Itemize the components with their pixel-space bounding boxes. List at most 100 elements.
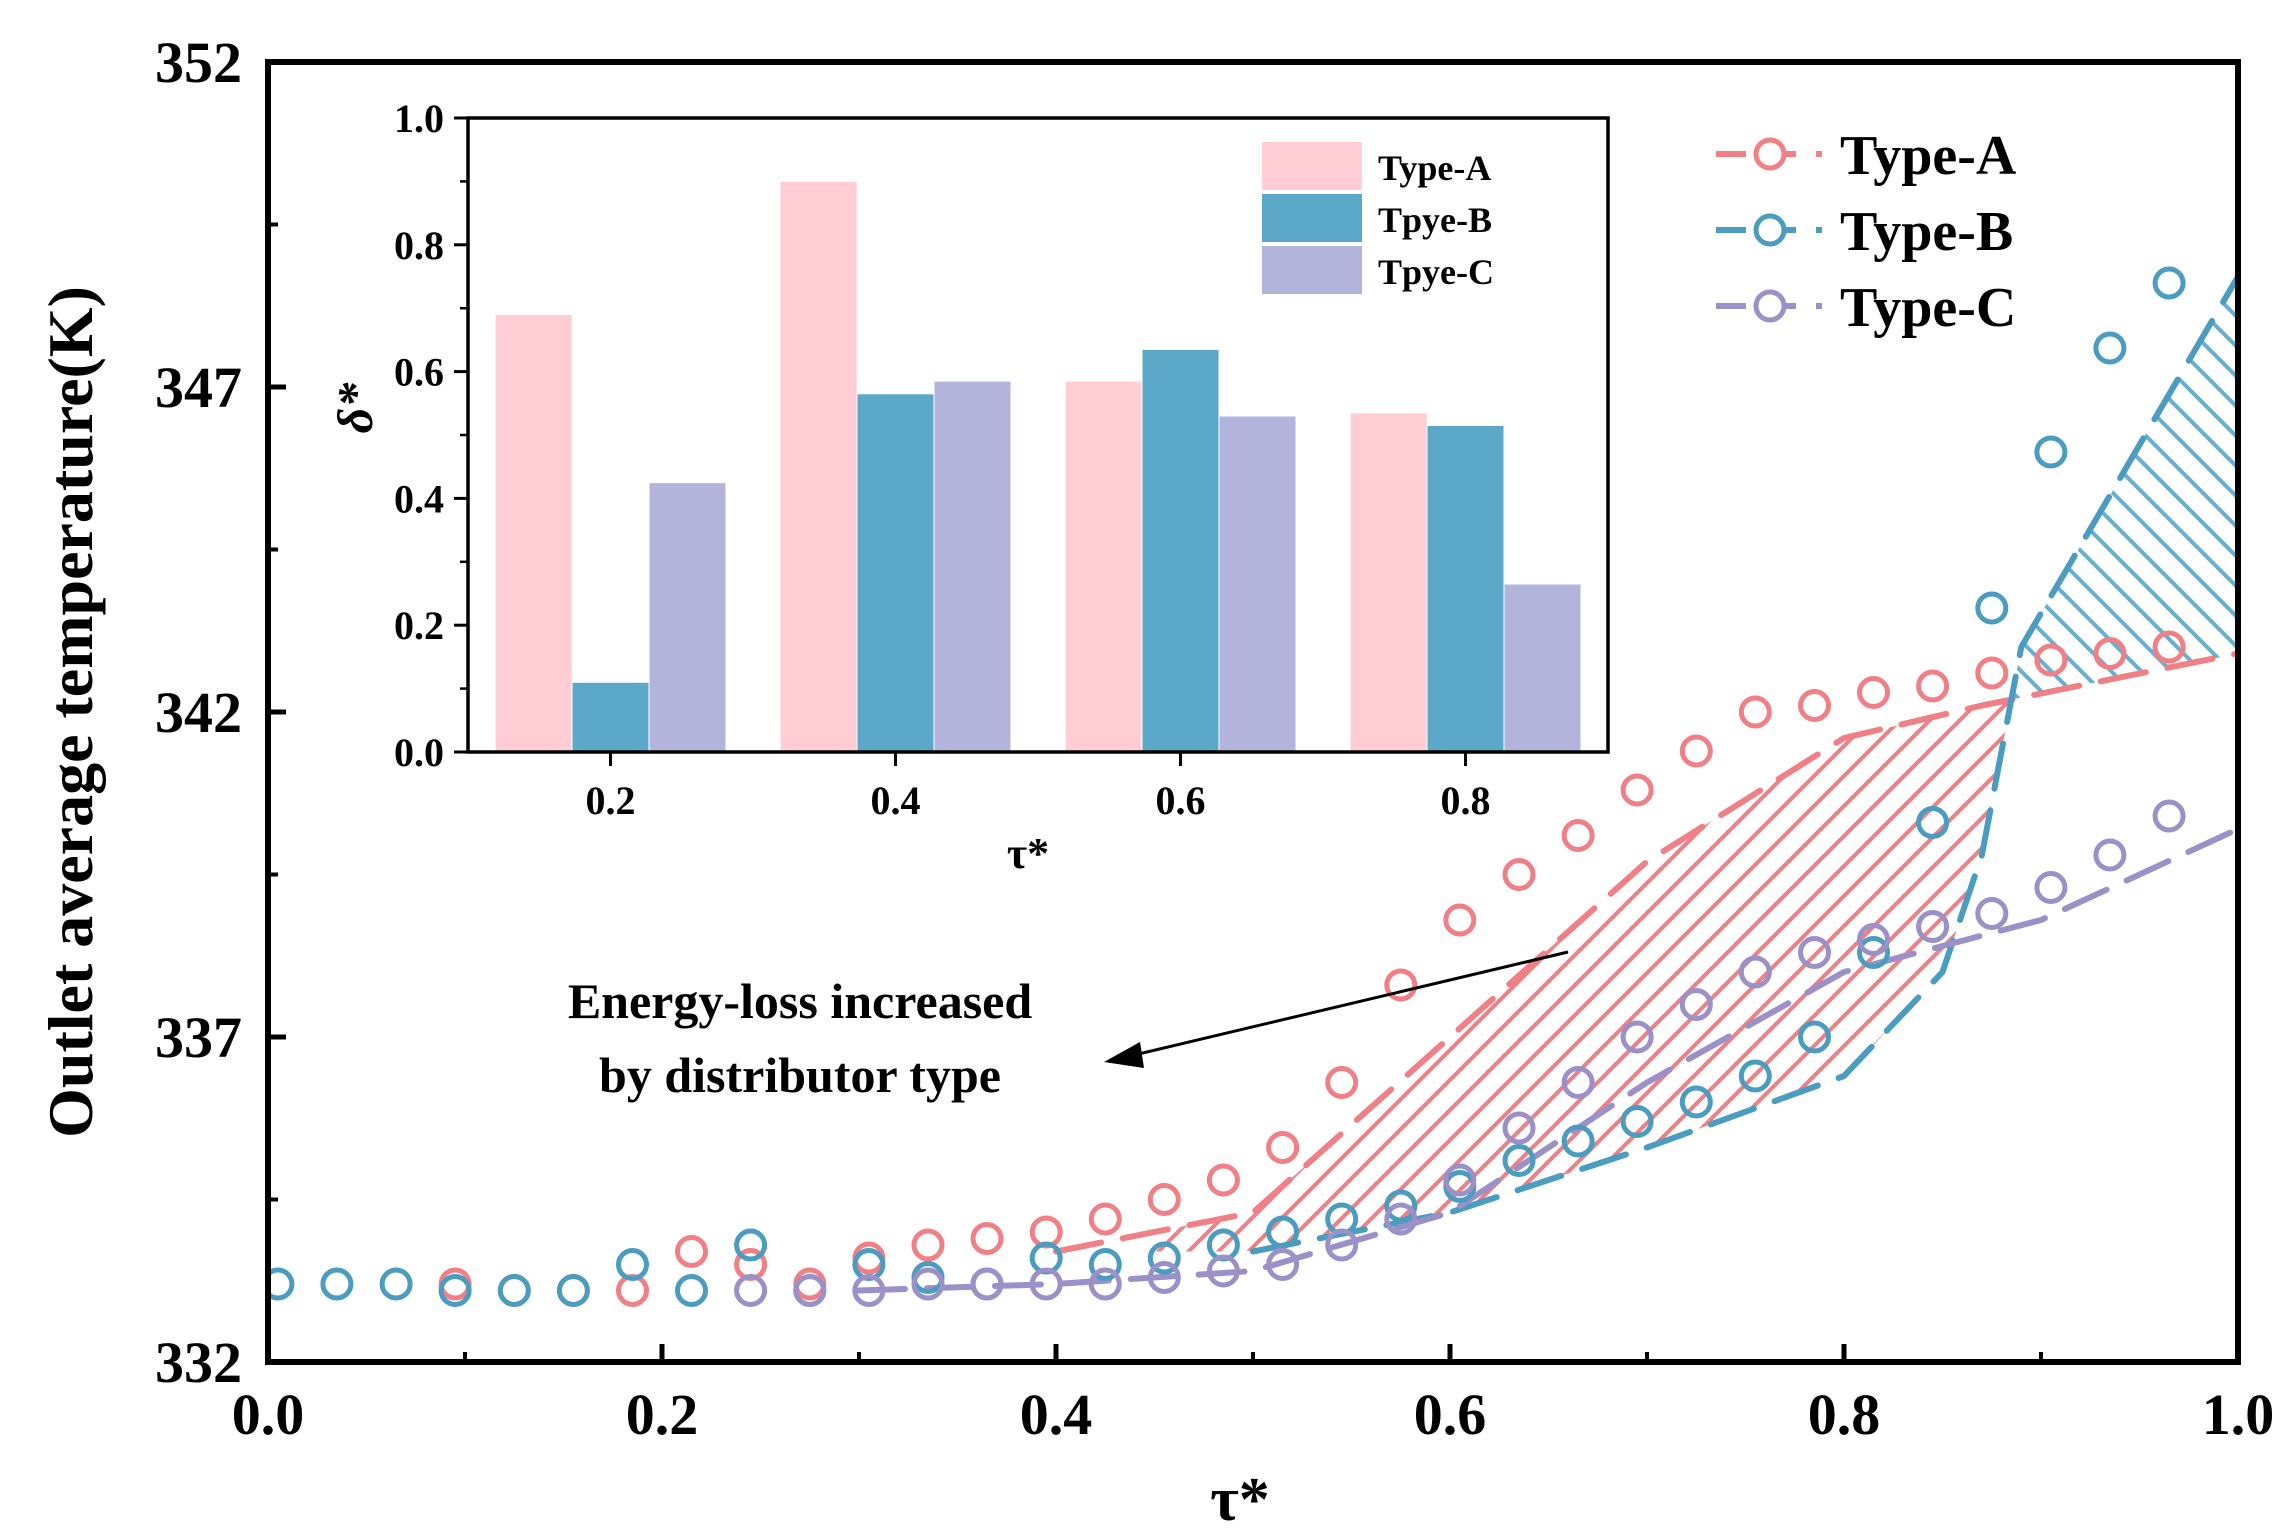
data-point-type-b: [268, 1267, 295, 1301]
data-point-type-c: [970, 1267, 1004, 1301]
inset-bars: [494, 180, 1582, 753]
legend-item-type-b: Type-B: [1716, 201, 2013, 263]
data-point-type-c: [1443, 1163, 1477, 1197]
hatch-line-a: [2090, 0, 2286, 1400]
legend-item-type-c: Type-C: [1716, 277, 2016, 339]
inset-chart: 0.2 0.4 0.6 0.8 0.0 0.2 0.4 0.6 0.8 1.0 τ* δ* Typ…: [327, 96, 1610, 878]
hatch-line-a: [2210, 0, 2286, 1400]
bar-type-c: [1503, 583, 1582, 753]
data-point-type-b: [734, 1228, 768, 1262]
hatch-line-a: [2240, 0, 2286, 1400]
hatch-line-b: [2007, 276, 2238, 720]
bar-type-a: [1349, 412, 1428, 753]
hatch-line-a: [1338, 700, 2008, 1252]
data-point-type-c: [1857, 923, 1890, 956]
main-axes: 0.0 0.2 0.4 0.6 0.8 1.0 332 337 342 347 352: [155, 30, 2274, 1447]
x-tick-label: 0.2: [626, 1382, 699, 1447]
hatch-line-b: [2007, 276, 2238, 720]
data-point-type-a: [1443, 903, 1477, 937]
data-point-type-b: [1738, 1059, 1772, 1093]
data-point-type-c: [852, 1274, 886, 1307]
hatch-line-a: [2180, 0, 2286, 1400]
hatch-line-a: [0, 0, 10, 1400]
inset-legend-item-type-b: Tpye-B: [1262, 194, 1492, 242]
main-legend: Type-A Type-B Type-C: [1716, 125, 2017, 339]
inset-axes: 0.2 0.4 0.6 0.8 0.0 0.2 0.4 0.6 0.8 1.0: [394, 96, 1491, 823]
data-point-type-a: [1266, 1131, 1300, 1164]
fit-line-type-c: [856, 826, 2238, 1294]
inset-legend-swatch-type-b: [1262, 194, 1362, 242]
data-point-type-b: [1266, 1215, 1300, 1249]
data-point-type-c: [1620, 1020, 1654, 1054]
data-point-type-c: [1679, 988, 1713, 1021]
fit-line-type-a: [1053, 650, 2238, 1255]
data-point-type-a: [1384, 968, 1418, 1002]
data-point-type-c: [1384, 1202, 1418, 1236]
data-point-type-b: [556, 1274, 590, 1307]
legend-marker-type-a: [1753, 137, 1787, 171]
annotation-line-2: by distributor type: [599, 1047, 1001, 1103]
series-type-a: [1053, 650, 2238, 1255]
inset-x-tick-label: 0.2: [586, 778, 636, 823]
inset-legend: Type-A Tpye-B Tpye-C: [1262, 142, 1494, 294]
energy-loss-annotation: Energy-loss increased by distributor typ…: [568, 950, 1569, 1103]
inset-x-tick-label: 0.6: [1156, 778, 1206, 823]
data-point-type-c: [1916, 910, 1950, 943]
data-point-type-a: [1561, 819, 1595, 852]
hatch-line-b: [2007, 276, 2238, 720]
data-point-type-c: [1266, 1248, 1300, 1281]
hatch-line-a: [2270, 0, 2286, 1400]
bar-type-c: [933, 380, 1012, 753]
main-x-axis-label: τ*: [1210, 1466, 1270, 1534]
data-point-type-c: [1738, 955, 1772, 989]
bar-type-b: [571, 681, 650, 753]
inset-legend-swatch-type-a: [1262, 142, 1362, 190]
inset-x-tick-label: 0.4: [871, 778, 921, 823]
hatch-line-b: [2098, 276, 2238, 720]
series-type-b: [1250, 273, 2238, 1255]
y-tick-label: 352: [155, 30, 242, 95]
data-point-type-a: [1325, 1066, 1359, 1099]
x-tick-label: 1.0: [2202, 1382, 2275, 1447]
main-series: [268, 266, 2238, 1307]
data-point-type-a: [970, 1222, 1004, 1255]
data-point-type-b: [2152, 266, 2186, 300]
hatch-line-a: [2120, 0, 2286, 1400]
data-point-type-b: [497, 1274, 531, 1307]
data-point-type-b: [1147, 1241, 1181, 1275]
hatch-line-b: [2007, 276, 2238, 720]
hatch-line-b: [2007, 276, 2238, 720]
hatch-line-b: [2007, 276, 2238, 720]
data-point-type-b: [1088, 1248, 1122, 1281]
data-point-type-b: [1679, 1085, 1713, 1119]
inset-legend-item-type-a: Type-A: [1262, 142, 1491, 190]
bar-type-a: [494, 314, 573, 753]
hatch-line-b: [2250, 0, 2286, 800]
hatch-line-b: [2007, 276, 2238, 720]
hatch-line-b: [2128, 276, 2238, 720]
data-point-type-c: [1502, 1111, 1536, 1145]
data-point-type-b: [675, 1274, 708, 1307]
bar-type-c: [648, 482, 727, 753]
hatch-line-a: [1248, 700, 2008, 1252]
markers-type-c: [734, 799, 2186, 1307]
x-tick-label: 0.0: [232, 1382, 305, 1447]
legend-item-type-a: Type-A: [1716, 125, 2017, 187]
data-point-type-b: [1798, 1020, 1831, 1054]
hatch-line-b: [2008, 276, 2238, 720]
inset-x-tick-label: 0.8: [1441, 778, 1491, 823]
data-point-type-b: [616, 1248, 649, 1281]
data-point-type-a: [1147, 1183, 1181, 1216]
data-point-type-a: [2034, 643, 2068, 677]
data-point-type-b: [1975, 591, 2009, 625]
inset-y-tick-label: 0.8: [394, 223, 444, 268]
legend-label-type-b: Type-B: [1840, 201, 2013, 263]
bar-type-b: [856, 393, 935, 753]
inset-y-tick-label: 1.0: [394, 96, 444, 141]
hatch-line-b: [2007, 276, 2238, 720]
legend-label-type-c: Type-C: [1840, 277, 2016, 339]
data-point-type-a: [911, 1228, 945, 1262]
data-point-type-b: [1384, 1189, 1418, 1223]
data-point-type-c: [911, 1267, 945, 1301]
